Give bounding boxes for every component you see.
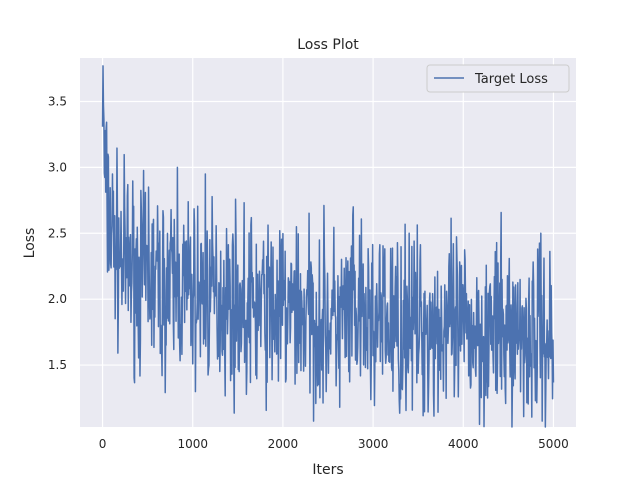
x-tick-label: 5000 bbox=[538, 437, 569, 451]
y-axis-ticks: 1.5 2.0 2.5 3.0 3.5 bbox=[48, 94, 67, 372]
x-axis-ticks: 0 1000 2000 3000 4000 5000 bbox=[99, 437, 569, 451]
x-tick-label: 2000 bbox=[268, 437, 299, 451]
x-tick-label: 1000 bbox=[177, 437, 208, 451]
y-tick-label: 2.5 bbox=[48, 226, 67, 240]
series-line-target-loss bbox=[101, 65, 555, 428]
chart-title: Loss Plot bbox=[297, 37, 359, 53]
x-tick-label: 0 bbox=[99, 437, 107, 451]
legend: Target Loss bbox=[426, 64, 570, 93]
y-tick-label: 1.5 bbox=[48, 358, 67, 372]
x-axis-label: Iters bbox=[312, 462, 343, 478]
x-tick-label: 3000 bbox=[358, 437, 389, 451]
x-tick-label: 4000 bbox=[448, 437, 479, 451]
y-tick-label: 3.0 bbox=[48, 160, 67, 174]
series-layer bbox=[101, 65, 555, 428]
y-axis-label: Loss bbox=[22, 228, 38, 259]
y-tick-label: 3.5 bbox=[48, 94, 67, 108]
legend-label-target-loss: Target Loss bbox=[474, 72, 548, 87]
y-tick-label: 2.0 bbox=[48, 292, 67, 306]
legend-box bbox=[426, 64, 570, 93]
